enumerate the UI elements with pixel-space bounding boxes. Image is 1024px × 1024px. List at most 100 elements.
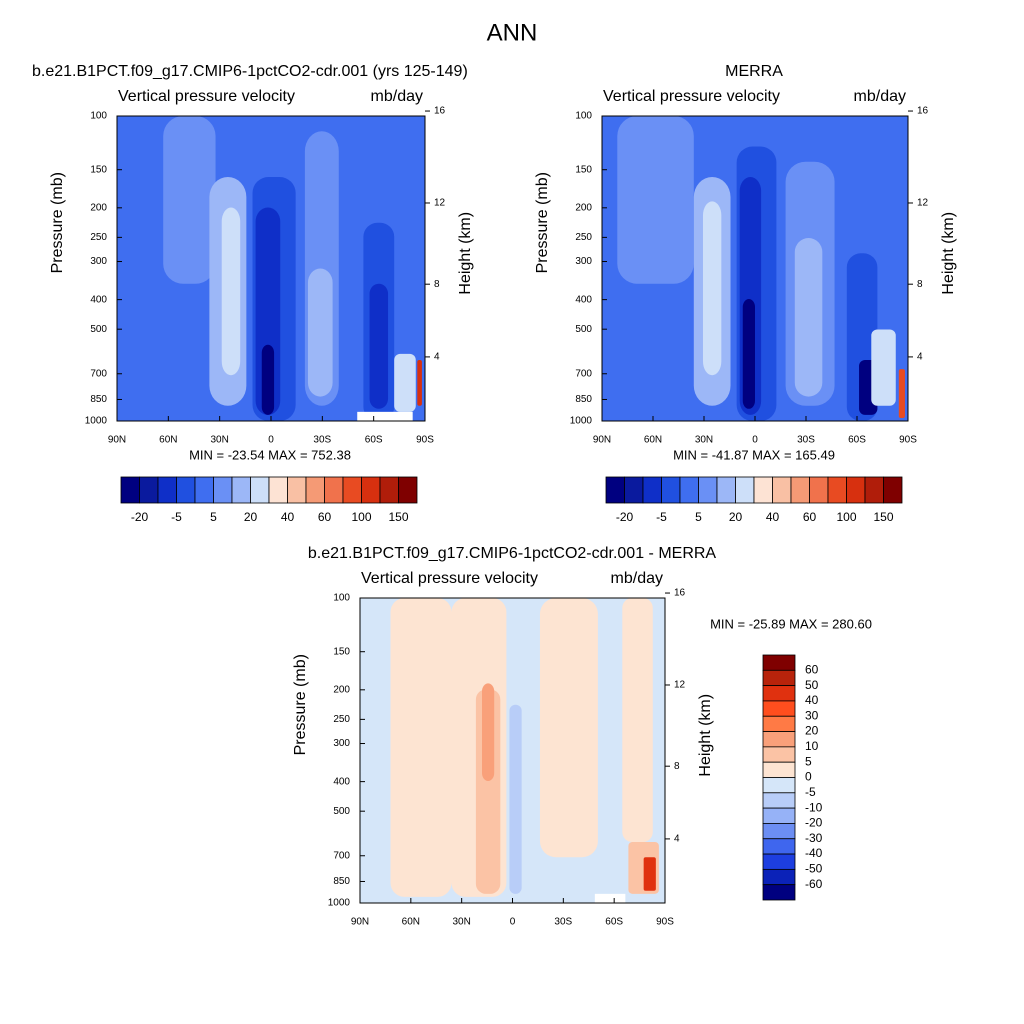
subtitle-right: mb/day (854, 88, 906, 105)
colorbar-label: -10 (805, 800, 823, 814)
colorbar-label: 150 (873, 510, 893, 524)
colorbar-label: 60 (805, 662, 819, 676)
colorbar-box (762, 761, 796, 778)
contour-region (622, 598, 653, 842)
colorbar-box (698, 476, 718, 504)
y-axis-label: Pressure (mb) (49, 172, 66, 273)
colorbar-box (753, 476, 773, 504)
y2-tick-label: 12 (434, 198, 446, 209)
x-tick-label: 60N (644, 435, 662, 446)
y-tick-label: 1000 (85, 416, 108, 427)
colorbar-box (157, 476, 177, 504)
colorbar-label: 0 (805, 770, 812, 784)
stats: MIN = -41.87 MAX = 165.49 (673, 447, 835, 462)
colorbar-box (231, 476, 251, 504)
x-tick-label: 90N (351, 917, 369, 928)
colorbar-label: 5 (210, 510, 217, 524)
colorbar-label: -50 (805, 862, 823, 876)
panel-title: b.e21.B1PCT.f09_g17.CMIP6-1pctCO2-cdr.00… (32, 63, 468, 80)
colorbar-label: 10 (805, 739, 819, 753)
colorbar-label: -30 (805, 831, 823, 845)
colorbar-box (762, 853, 796, 870)
colorbar-box (883, 476, 903, 504)
colorbar-box (735, 476, 755, 504)
x-tick-label: 60N (159, 435, 177, 446)
colorbar-box (762, 777, 796, 794)
contour-region (794, 238, 823, 397)
colorbar-box (762, 654, 796, 671)
y-axis-label: Pressure (mb) (534, 172, 551, 273)
colorbar-box (762, 669, 796, 687)
colorbar-label: -5 (171, 510, 182, 524)
y-tick-label: 100 (575, 111, 592, 122)
y2-tick-label: 8 (434, 279, 440, 290)
y-tick-label: 500 (90, 324, 107, 335)
colorbar-box (762, 838, 796, 855)
contour-region (163, 116, 216, 284)
x-tick-label: 30S (797, 435, 815, 446)
y-tick-label: 400 (575, 294, 592, 305)
y-tick-label: 300 (333, 738, 350, 749)
contour-region (617, 116, 694, 284)
colorbar-box (379, 476, 399, 504)
y-tick-label: 250 (90, 232, 107, 243)
contour-region (871, 329, 896, 406)
y2-tick-label: 8 (674, 761, 680, 772)
y2-tick-label: 4 (917, 352, 923, 363)
y-tick-label: 300 (575, 256, 592, 267)
contour-region (394, 353, 416, 412)
contour-region (898, 369, 905, 418)
colorbar-box (624, 476, 644, 504)
subtitle-right: mb/day (611, 570, 663, 587)
contour-region (417, 360, 422, 406)
x-tick-label: 30S (554, 917, 572, 928)
colorbar-box (268, 476, 288, 504)
contour-region (702, 201, 722, 376)
y-tick-label: 700 (333, 850, 350, 861)
colorbar-box (120, 476, 140, 504)
contour-region (509, 704, 522, 894)
x-tick-label: 30N (210, 435, 228, 446)
colorbar-box (287, 476, 307, 504)
y2-tick-label: 12 (674, 680, 686, 691)
colorbar-box (398, 476, 418, 504)
x-tick-label: 60S (365, 435, 383, 446)
contour-region (643, 857, 656, 891)
colorbar-label: 20 (729, 510, 743, 524)
subtitle-left: Vertical pressure velocity (118, 88, 295, 105)
colorbar-box (642, 476, 662, 504)
x-tick-label: 60N (402, 917, 420, 928)
colorbar-label: 30 (805, 708, 819, 722)
subtitle-left: Vertical pressure velocity (603, 88, 780, 105)
y-tick-label: 400 (333, 776, 350, 787)
contour-region (307, 268, 333, 397)
colorbar-box (762, 792, 796, 809)
colorbar-box (194, 476, 214, 504)
colorbar-label: -5 (805, 785, 816, 799)
colorbar-box (605, 476, 625, 504)
colorbar-box (790, 476, 810, 504)
y2-axis-label: Height (km) (940, 212, 957, 295)
y-tick-label: 250 (575, 232, 592, 243)
colorbar-label: -20 (131, 510, 149, 524)
subtitle-right: mb/day (371, 88, 423, 105)
colorbar-box (809, 476, 829, 504)
colorbar-label: -5 (656, 510, 667, 524)
x-tick-label: 60S (848, 435, 866, 446)
x-tick-label: 90S (656, 917, 674, 928)
x-tick-label: 0 (268, 435, 274, 446)
colorbar-box (762, 868, 796, 886)
colorbar-box (176, 476, 196, 504)
colorbar-label: -60 (805, 877, 823, 891)
colorbar-box (762, 884, 796, 901)
colorbar-box (250, 476, 270, 504)
y-tick-label: 200 (90, 202, 107, 213)
y-tick-label: 150 (575, 164, 592, 175)
colorbar-box (661, 476, 681, 504)
colorbar-label: 100 (351, 510, 371, 524)
y2-tick-label: 16 (674, 588, 686, 599)
colorbar-label: 40 (766, 510, 780, 524)
colorbar-box (213, 476, 233, 504)
